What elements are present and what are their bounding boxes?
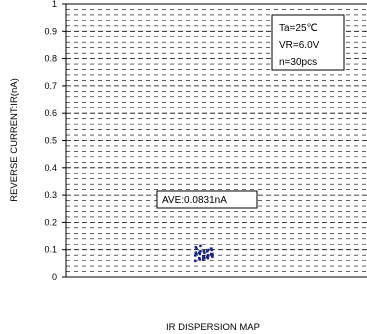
data-point: [195, 252, 198, 256]
data-point: [206, 256, 210, 260]
y-tick-label: 0.1: [44, 245, 57, 255]
data-point: [202, 250, 206, 253]
plot-area: [65, 3, 367, 278]
data-point: [203, 251, 206, 254]
y-tick-label: 1: [52, 0, 57, 9]
y-axis-ticks: 0 0.1 0.2 0.3 0.4 0.5 0.6 0.7 0.8 0.9 1: [44, 0, 66, 282]
data-point: [206, 250, 209, 253]
data-point: [194, 259, 197, 263]
conditions-box: Ta=25℃ VR=6.0V n=30pcs: [271, 14, 345, 71]
data-point: [211, 255, 214, 259]
data-point: [203, 256, 206, 260]
y-tick-label: 0.6: [44, 108, 57, 118]
data-point: [199, 250, 202, 253]
grid-lines: [66, 9, 367, 272]
y-tick-label: 0.5: [44, 136, 57, 146]
data-point: [198, 252, 202, 256]
data-point: [194, 254, 197, 257]
data-point: [198, 251, 201, 254]
data-point: [194, 251, 198, 254]
data-point: [202, 255, 205, 259]
data-point: [210, 254, 214, 257]
data-point: [195, 247, 198, 250]
condition-voltage: VR=6.0V: [279, 40, 320, 51]
y-tick-label: 0.2: [44, 217, 57, 227]
y-tick-label: 0.9: [44, 26, 57, 36]
condition-temp: Ta=25℃: [279, 23, 318, 34]
data-point: [206, 254, 210, 257]
data-point: [211, 252, 214, 256]
y-tick-label: 0.7: [44, 81, 57, 91]
y-tick-label: 0.3: [44, 190, 57, 200]
data-points: [194, 244, 214, 263]
x-axis-label: IR DISPERSION MAP: [166, 322, 260, 333]
y-tick-label: 0.8: [44, 54, 57, 64]
data-point: [198, 256, 201, 260]
condition-count: n=30pcs: [279, 57, 317, 68]
data-point: [210, 247, 213, 250]
y-axis-label: REVERSE CURRENT:IR(nA): [9, 78, 20, 202]
data-point: [194, 245, 198, 249]
data-point: [199, 244, 202, 248]
y-tick-label: 0.4: [44, 163, 57, 173]
data-point: [198, 258, 202, 261]
average-box: AVE:0.0831nA: [156, 190, 258, 209]
y-tick-label: 0: [52, 272, 57, 282]
data-point: [207, 248, 210, 252]
average-label: AVE:0.0831nA: [162, 195, 227, 206]
data-point: [206, 255, 209, 259]
data-point: [210, 248, 214, 252]
data-point: [202, 258, 205, 261]
